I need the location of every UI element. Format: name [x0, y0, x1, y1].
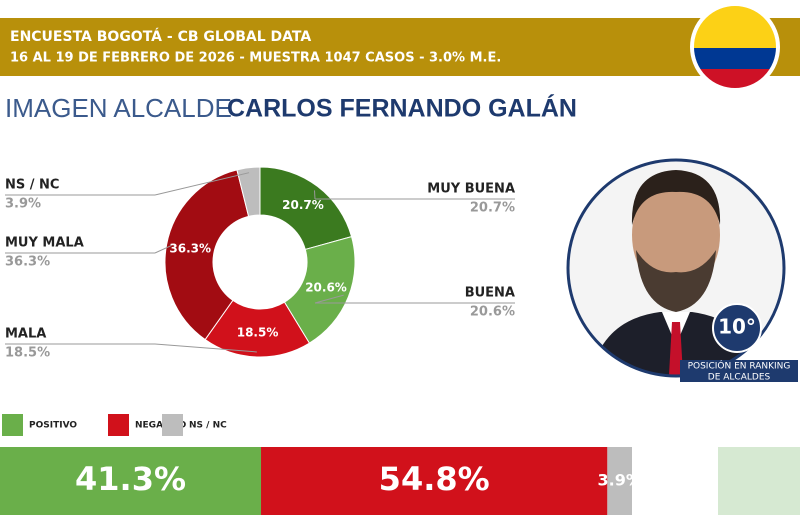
ranking-position: 10° — [718, 315, 756, 339]
slice-label: 20.6% — [305, 281, 347, 295]
category-label: MUY MALA — [5, 236, 84, 251]
slice-label: 20.7% — [282, 198, 324, 212]
heading-prefix: IMAGEN ALCALDE — [5, 93, 232, 123]
ranking-caption: DE ALCALDES — [708, 373, 771, 383]
leader-line — [154, 343, 257, 353]
portrait — [566, 158, 786, 378]
category-value: 18.5% — [5, 346, 50, 361]
slice-label: 18.5% — [237, 325, 279, 339]
category-value: 36.3% — [5, 255, 50, 270]
heading-name: CARLOS FERNANDO GALÁN — [227, 94, 577, 123]
legend-label: NEGATIVO — [135, 421, 187, 431]
category-label: MALA — [5, 327, 46, 342]
category-label: NS / NC — [5, 178, 59, 193]
bar-segment — [607, 447, 632, 515]
leader-line — [313, 190, 316, 200]
bar-label: 41.3% — [75, 460, 186, 498]
ranking-caption-box — [680, 360, 798, 382]
header-bar — [0, 18, 800, 76]
leader-line — [154, 244, 172, 254]
ranking-caption: POSICIÓN EN RANKING — [688, 360, 791, 372]
category-label: BUENA — [465, 286, 515, 301]
legend-swatch — [162, 414, 183, 436]
category-value: 3.9% — [5, 197, 41, 212]
pie-slice — [164, 169, 250, 341]
header-subtitle: 16 AL 19 DE FEBRERO DE 2026 - MUESTRA 10… — [10, 51, 501, 66]
legend-label: NS / NC — [189, 421, 227, 431]
leader-line — [314, 294, 344, 304]
legend-label: POSITIVO — [29, 421, 77, 431]
legend-swatch — [2, 414, 23, 436]
category-value: 20.6% — [470, 305, 515, 320]
legend-swatch — [108, 414, 129, 436]
header-title: ENCUESTA BOGOTÁ - CB GLOBAL DATA — [10, 28, 311, 45]
pie-slice — [236, 166, 261, 218]
bar-label: 54.8% — [379, 460, 490, 498]
pie-slice — [259, 166, 353, 251]
slice-label: 36.3% — [169, 241, 211, 255]
pie-slice — [283, 236, 356, 344]
leader-line — [154, 172, 250, 196]
bar-segment — [261, 447, 608, 515]
bar-label: 3.9% — [597, 471, 641, 490]
decor-block — [718, 447, 800, 515]
category-label: MUY BUENA — [427, 182, 515, 197]
flag — [690, 2, 780, 92]
category-value: 20.7% — [470, 201, 515, 216]
bar-segment — [0, 447, 262, 515]
